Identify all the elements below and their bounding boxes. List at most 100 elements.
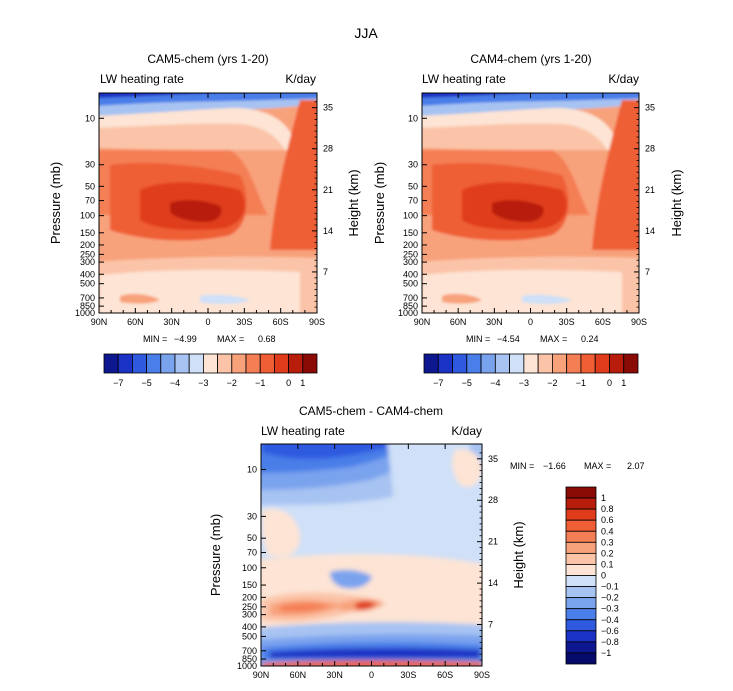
colorbar-label: −0.2	[601, 593, 619, 603]
variable-label: LW heating rate	[100, 72, 184, 86]
colorbar-label: 0	[601, 571, 606, 581]
colorbar-swatch	[566, 353, 582, 374]
contour-band	[270, 648, 480, 658]
y-tick-label-right: 21	[488, 537, 498, 547]
contour-band	[492, 200, 544, 222]
colorbar-swatch	[552, 353, 568, 374]
colorbar: −7 −5 −4 −3 −2 −1 0 1	[103, 353, 318, 388]
colorbar: −7 −5 −4 −3 −2 −1 0 1	[423, 353, 639, 388]
y-axis-label-right: Height (km)	[511, 521, 526, 588]
colorbar-label: −1	[576, 378, 586, 388]
x-tick-label: 60S	[273, 317, 289, 327]
panel-cam5: CAM5-chem (yrs 1-20) LW heating rate K/d…	[48, 52, 361, 388]
colorbar-label: 1	[621, 378, 626, 388]
max-value: 2.07	[627, 461, 645, 471]
contour-band	[99, 93, 212, 98]
colorbar-swatch	[452, 353, 468, 374]
y-tick-label: 10	[408, 113, 418, 123]
colorbar-swatch	[565, 641, 597, 654]
y-tick-label: 850	[403, 301, 418, 311]
contour-band	[262, 444, 399, 459]
colorbar-label: 0.4	[601, 526, 614, 536]
x-tick-label: 60N	[290, 670, 307, 680]
colorbar-label: −4	[490, 378, 500, 388]
colorbar-label: −7	[113, 378, 123, 388]
colorbar-swatch	[423, 353, 439, 374]
colorbar-swatch	[565, 541, 597, 554]
panel-difference: CAM5-chem - CAM4-chem LW heating rate K/…	[208, 404, 645, 680]
colorbar-label: 0	[607, 378, 612, 388]
panel-cam4: CAM4-chem (yrs 1-20) LW heating rate K/d…	[372, 52, 684, 388]
x-tick-label: 0	[528, 317, 533, 327]
colorbar-swatch	[565, 619, 597, 632]
max-label: MAX =	[217, 334, 244, 344]
y-tick-label: 300	[242, 610, 257, 620]
colorbar-label: −7	[433, 378, 443, 388]
colorbar-swatch	[480, 353, 496, 374]
min-label: MIN =	[143, 334, 167, 344]
colorbar-swatch	[609, 353, 625, 374]
y-axis-label: Pressure (mb)	[48, 162, 63, 244]
y-tick-label: 400	[403, 269, 418, 279]
x-tick-label: 0	[369, 670, 374, 680]
colorbar-label: 0.6	[601, 515, 614, 525]
panel-title: CAM5-chem (yrs 1-20)	[147, 52, 268, 66]
min-label: MIN =	[510, 461, 534, 471]
y-tick-label: 1000	[237, 661, 257, 671]
y-tick-label: 50	[247, 533, 257, 543]
contour-band	[422, 269, 622, 313]
colorbar-swatch	[565, 564, 597, 576]
contour-band	[422, 93, 532, 98]
colorbar-swatch	[537, 353, 553, 374]
colorbar-label: −0.8	[601, 637, 619, 647]
colorbar-swatch	[259, 353, 275, 374]
contour-band	[387, 444, 470, 549]
colorbar-swatch	[466, 353, 482, 374]
contour-band	[99, 123, 285, 150]
heatmap-field	[99, 93, 317, 313]
colorbar-swatch	[565, 508, 597, 521]
x-tick-label: 60S	[595, 317, 611, 327]
colorbar-label: 0	[286, 378, 291, 388]
y-tick-label: 70	[85, 196, 95, 206]
contour-band	[592, 100, 639, 250]
figure-title: JJA	[354, 25, 378, 41]
x-tick-label: 30N	[326, 670, 343, 680]
y-tick-label: 200	[80, 240, 95, 250]
y-axis-label: Pressure (mb)	[208, 514, 223, 596]
y-tick-label: 1000	[398, 308, 418, 318]
colorbar-swatch	[565, 552, 597, 565]
colorbar-swatch	[131, 353, 147, 374]
y-tick-label: 700	[403, 293, 418, 303]
colorbar-swatch	[565, 486, 597, 499]
contour-band	[200, 294, 250, 305]
x-tick-label: 90N	[91, 317, 108, 327]
y-tick-label: 30	[408, 160, 418, 170]
y-tick-label: 70	[408, 196, 418, 206]
y-tick-label: 70	[247, 548, 257, 558]
colorbar-swatch	[565, 652, 597, 665]
min-label: MIN =	[466, 334, 490, 344]
colorbar-swatch	[273, 353, 289, 374]
y-axis-label-right: Height (km)	[669, 169, 684, 236]
colorbar-swatch	[217, 353, 233, 374]
y-tick-label-right: 21	[645, 185, 655, 195]
colorbar-label: −3	[519, 378, 529, 388]
max-value: 0.24	[581, 334, 599, 344]
x-tick-label: 30N	[486, 317, 503, 327]
colorbar-swatch	[174, 353, 190, 374]
colorbar-label: −2	[227, 378, 237, 388]
colorbar-swatch	[623, 353, 639, 374]
x-tick-label: 30S	[400, 670, 416, 680]
x-tick-label: 90N	[414, 317, 431, 327]
heatmap-field	[422, 93, 639, 313]
colorbar-swatch	[565, 630, 597, 643]
y-tick-label-right: 35	[645, 103, 655, 113]
x-tick-label: 30S	[559, 317, 575, 327]
y-tick-label: 100	[80, 211, 95, 221]
colorbar-label: −0.6	[601, 626, 619, 636]
axis-ticks: 90N 60N 30N 0 30S 60S 90S103050701001502002503…	[237, 444, 498, 680]
x-tick-label: 0	[205, 317, 210, 327]
colorbar: 10.80.60.40.30.20.1 0−0.1−0.2−0.3−0.4−0.6…	[565, 486, 619, 665]
x-tick-label: 90S	[631, 317, 647, 327]
